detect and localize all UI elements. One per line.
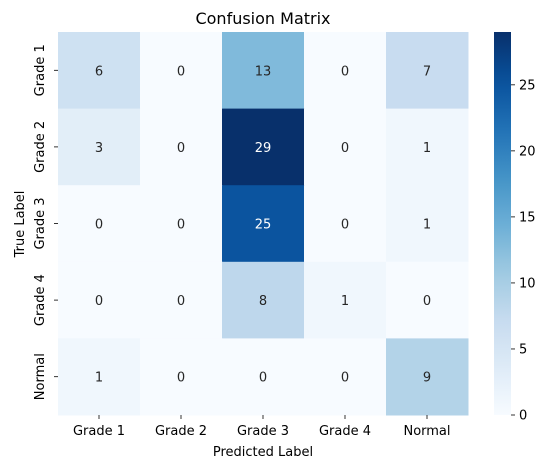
heatmap-cell [222,185,305,263]
colorbar-tick-label: 20 [519,144,536,159]
cell-value-label: 0 [95,218,103,233]
y-axis-label: True Label [13,191,28,259]
cell-value-label: 25 [255,218,272,233]
x-tick-label: Grade 2 [155,424,207,439]
x-tick-label: Normal [403,424,450,439]
cell-value-label: 1 [423,218,431,233]
y-tick-label: Grade 3 [33,197,48,249]
cell-value-label: 13 [255,64,272,79]
heatmap-cell [222,32,305,110]
colorbar-ticks: 0 5 10 15 20 25 [511,78,536,424]
heatmap-cell [140,108,223,186]
cell-value-label: 0 [177,371,185,386]
heatmap-cell [222,261,305,339]
y-tick-label: Grade 4 [33,274,48,326]
y-tick-label: Normal [33,353,48,400]
heatmap-cell [304,261,387,339]
cell-value-label: 0 [341,371,349,386]
heatmap-cell [304,32,387,110]
heatmap-cell [222,338,305,416]
cell-value-label: 1 [341,294,349,309]
cell-value-label: 7 [423,64,431,79]
heatmap-cell [386,108,469,186]
y-tick-label: Grade 2 [33,121,48,173]
heatmap-cell [386,185,469,263]
heatmap-cell [386,261,469,339]
colorbar-tick-label: 15 [519,210,536,225]
heatmap-cell [58,261,141,339]
colorbar [494,32,511,415]
x-tick-label: Grade 1 [73,424,125,439]
heatmap-cell [304,108,387,186]
colorbar-tick-label: 10 [519,276,536,291]
heatmap-cells: 6 0 13 0 7 3 0 29 0 1 0 0 25 0 1 0 0 8 1 0 1 0 0 0 9 [58,32,469,416]
cell-value-label: 0 [95,294,103,309]
heatmap-cell [140,338,223,416]
cell-value-label: 0 [177,64,185,79]
cell-value-label: 0 [341,218,349,233]
heatmap-cell [386,338,469,416]
heatmap-cell [304,185,387,263]
heatmap-cell [58,32,141,110]
chart-title: Confusion Matrix [195,9,330,28]
colorbar-tick-label: 0 [519,409,527,424]
cell-value-label: 9 [423,371,431,386]
heatmap-cell [140,32,223,110]
heatmap-cell [140,185,223,263]
cell-value-label: 0 [177,294,185,309]
heatmap-cell [304,338,387,416]
x-tick-label: Grade 3 [237,424,289,439]
y-axis-ticks: Grade 1 Grade 2 Grade 3 Grade 4 Normal [33,44,58,400]
heatmap-cell [386,32,469,110]
colorbar-tick-label: 5 [519,342,527,357]
heatmap-cell [140,261,223,339]
x-axis-label: Predicted Label [213,445,313,460]
cell-value-label: 1 [95,371,103,386]
x-tick-label: Grade 4 [319,424,371,439]
cell-value-label: 0 [177,141,185,156]
cell-value-label: 3 [95,141,103,156]
cell-value-label: 1 [423,141,431,156]
y-tick-label: Grade 1 [33,44,48,96]
heatmap-cell [58,338,141,416]
cell-value-label: 29 [255,141,272,156]
cell-value-label: 0 [177,218,185,233]
cell-value-label: 6 [95,64,103,79]
heatmap-cell [58,108,141,186]
cell-value-label: 8 [259,294,267,309]
cell-value-label: 0 [423,294,431,309]
heatmap-cell [58,185,141,263]
cell-value-label: 0 [341,64,349,79]
colorbar-tick-label: 25 [519,78,536,93]
x-axis-ticks: Grade 1 Grade 2 Grade 3 Grade 4 Normal [73,415,451,439]
cell-value-label: 0 [341,141,349,156]
heatmap-cell [222,108,305,186]
cell-value-label: 0 [259,371,267,386]
